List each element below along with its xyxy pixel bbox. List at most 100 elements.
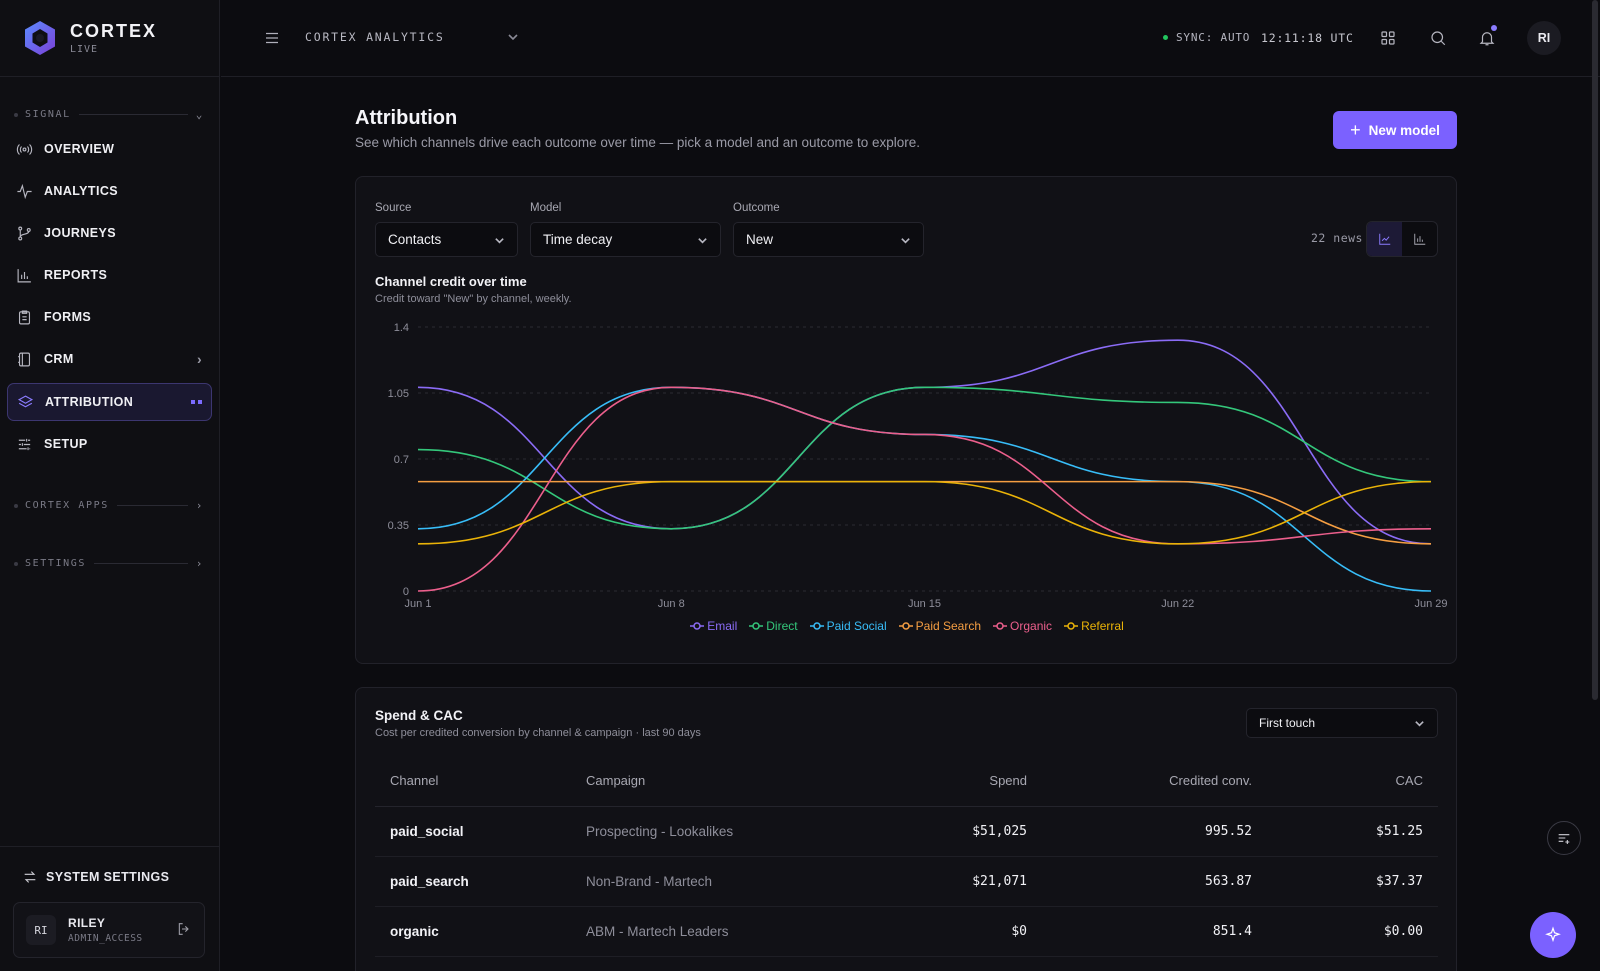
user-card[interactable]: RI RILEY ADMIN_ACCESS [13,902,205,958]
filter-list-icon [1558,834,1570,844]
brand-name: CORTEX [70,21,158,41]
section-dot [14,112,18,117]
table-row[interactable]: paid_search Non-Brand - Martech $21,071 … [375,856,1438,907]
section-cortex-apps[interactable]: CORTEX APPS › [14,499,204,512]
sidebar-item-label: CRM [44,352,74,366]
sidebar-item-attribution[interactable]: ATTRIBUTION [7,383,212,421]
sidebar-item-overview[interactable]: OVERVIEW [7,130,212,168]
x-tick-label: Jun 1 [405,598,432,610]
hamburger-menu-icon[interactable] [263,29,281,47]
new-model-button[interactable]: + New model [1333,111,1457,149]
section-divider [116,505,188,506]
page-subtitle: See which channels drive each outcome ov… [355,135,921,150]
legend-label: Referral [1081,619,1124,633]
table-row[interactable]: paid_social Prospecting - Lookalikes $51… [375,806,1438,857]
model-select[interactable]: Time decay [530,222,721,257]
legend-marker-icon [809,622,824,630]
user-name: RILEY [68,916,106,930]
legend-label: Organic [1010,619,1053,633]
conv-cell: 563.87 [1042,856,1267,907]
legend-item[interactable]: Organic [993,619,1052,633]
legend-marker-icon [1064,622,1079,630]
cac-cell: $51.25 [1267,806,1438,857]
sidebar-item-journeys[interactable]: JOURNEYS [7,214,212,252]
chevron-down-icon[interactable] [507,31,519,43]
conv-cell: 995.52 [1042,806,1267,857]
legend-label: Paid Search [915,619,982,633]
logout-icon[interactable] [176,921,192,937]
column-header[interactable]: Spend [871,756,1042,807]
x-tick-label: Jun 15 [908,598,941,610]
section-divider [78,114,188,115]
branch-icon [18,226,31,240]
channel-cell: organic [375,906,571,957]
series-line-paid-social [417,386,1432,592]
system-settings-label: SYSTEM SETTINGS [46,869,170,884]
legend-item[interactable]: Paid Social [809,619,887,633]
column-header[interactable]: Credited conv. [1042,756,1267,807]
column-header[interactable]: Channel [375,756,571,807]
status-dot [1163,35,1168,40]
legend-label: Direct [766,619,798,633]
ai-assistant-button[interactable] [1530,912,1576,958]
source-select[interactable]: Contacts [375,222,518,257]
search-icon[interactable] [1429,29,1447,47]
sidebar-item-label: ANALYTICS [44,184,118,198]
attribution-chart-card: Source Contacts Model Time decay Outcome… [355,176,1457,664]
brand[interactable]: CORTEX LIVE [0,0,219,77]
chevron-down-icon [1415,721,1424,727]
sidebar-item-reports[interactable]: REPORTS [7,256,212,294]
outcome-select[interactable]: New [733,222,924,257]
chart-legend: Email Direct Paid Social Paid Search Organic… [356,619,1458,633]
bell-icon[interactable] [1478,29,1496,47]
line-chart-icon [1378,233,1390,245]
legend-item[interactable]: Direct [749,619,798,633]
system-settings-button[interactable]: SYSTEM SETTINGS [0,846,220,906]
bar-view-button[interactable] [1402,222,1437,256]
legend-item[interactable]: Paid Search [898,619,982,633]
model-value: Time decay [543,232,613,247]
x-tick-label: Jun 22 [1161,598,1194,610]
grid-apps-icon[interactable] [1379,29,1397,47]
avatar: RI [26,915,56,945]
outcome-label: Outcome [733,202,780,214]
sidebar-item-setup[interactable]: SETUP [7,425,212,463]
app-selector[interactable]: CORTEX ANALYTICS [305,30,445,44]
bar-chart-icon [17,268,31,282]
sidebar-item-crm[interactable]: CRM › [7,340,212,378]
brand-status: LIVE [70,44,99,55]
attribution-touch-select[interactable]: First touch [1246,708,1438,738]
active-indicator [191,400,202,404]
column-header[interactable]: CAC [1267,756,1438,807]
section-settings[interactable]: SETTINGS › [14,557,204,570]
spend-cac-card: Spend & CAC Cost per credited conversion… [355,687,1457,971]
avatar[interactable]: RI [1527,21,1561,55]
sidebar-item-analytics[interactable]: ANALYTICS [7,172,212,210]
chart-subtitle: Credit toward "New" by channel, weekly. [375,293,572,305]
y-tick-label: 0 [403,586,409,598]
section-dot [14,503,18,508]
source-label: Source [375,202,412,214]
legend-item[interactable]: Referral [1064,619,1124,633]
section-signal[interactable]: SIGNAL ⌄ [14,108,204,121]
sidebar: CORTEX LIVE SIGNAL ⌄ OVERVIEW ANALYTICS … [0,0,220,971]
filter-settings-button[interactable] [1547,821,1581,855]
page-title: Attribution [355,107,458,129]
sidebar-item-forms[interactable]: FORMS [7,298,212,336]
scrollbar[interactable] [1592,0,1598,700]
legend-label: Paid Social [826,619,887,633]
section-dot [14,561,18,566]
model-label: Model [530,202,562,214]
legend-marker-icon [749,622,764,630]
channel-cell: paid_search [375,856,571,907]
line-view-button[interactable] [1367,222,1402,256]
new-model-label: New model [1368,122,1440,138]
column-header[interactable]: Campaign [571,756,871,807]
rows-count: 22 news [1311,231,1363,245]
legend-item[interactable]: Email [690,619,737,633]
bar-chart-icon [1413,233,1425,245]
table-row[interactable]: organic ABM - Martech Leaders $0 851.4 $… [375,906,1438,957]
plus-icon: + [1350,120,1361,140]
notification-dot [1491,25,1497,31]
